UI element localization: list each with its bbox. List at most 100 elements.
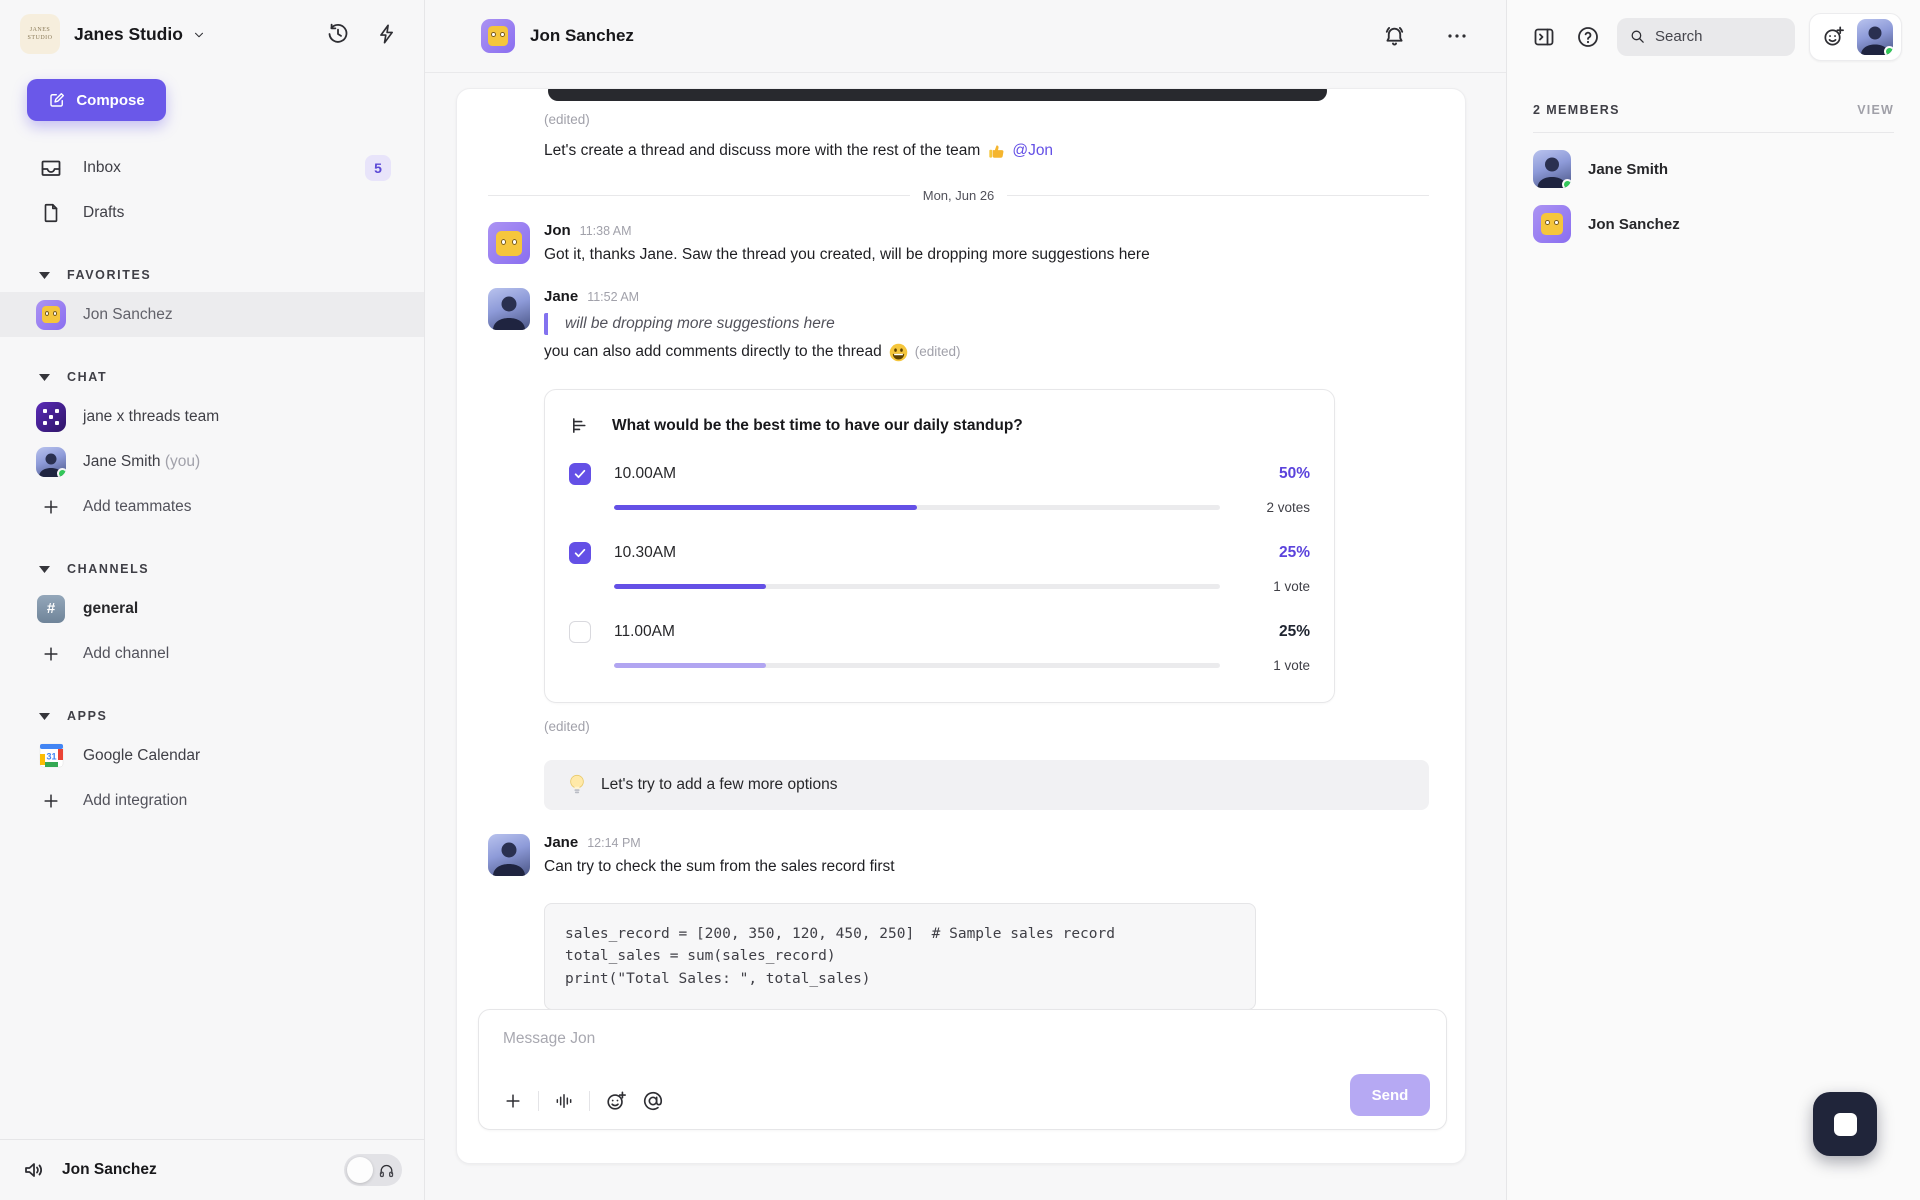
help-icon[interactable] — [1573, 22, 1603, 52]
right-panel-toolbar — [1507, 0, 1920, 73]
conversation-title: Jon Sanchez — [530, 26, 634, 45]
emoji-picker-icon[interactable] — [605, 1090, 627, 1112]
inbox-unread-badge: 5 — [365, 154, 391, 181]
quoted-reply[interactable]: will be dropping more suggestions here — [544, 312, 1429, 335]
plus-icon — [36, 644, 66, 664]
add-integration-button[interactable]: Add integration — [0, 778, 424, 823]
sidebar-item-jane-smith[interactable]: Jane Smith (you) — [0, 439, 424, 484]
member-name: Jon Sanchez — [1588, 215, 1680, 233]
emoji-status-icon[interactable] — [1822, 25, 1845, 48]
poll-checkbox-checked[interactable] — [569, 542, 591, 565]
poll-option-1: 10.00AM 50% 2 votes — [569, 463, 1310, 515]
current-user-avatar[interactable] — [1857, 18, 1893, 55]
add-teammates-label: Add teammates — [83, 497, 192, 515]
poll-option-votes: 1 vote — [1273, 579, 1310, 595]
add-teammates-button[interactable]: Add teammates — [0, 484, 424, 529]
attach-plus-icon[interactable] — [503, 1091, 523, 1111]
right-panel: 2 MEMBERS VIEW Jane Smith Jon Sanchez — [1506, 0, 1920, 1200]
section-channels-title: CHANNELS — [67, 562, 150, 576]
section-apps[interactable]: APPS — [0, 709, 424, 723]
message-list[interactable]: (edited) Let's create a thread and discu… — [457, 89, 1465, 1163]
notifications-bell-icon[interactable] — [1378, 20, 1411, 53]
poll-option-label: 10.30AM — [614, 544, 677, 562]
section-channels[interactable]: CHANNELS — [0, 562, 424, 576]
hash-icon: # — [37, 594, 65, 623]
poll-checkbox-checked[interactable] — [569, 463, 591, 486]
lightning-icon[interactable] — [372, 19, 402, 49]
online-status-dot — [1884, 45, 1893, 55]
poll-option-percent: 25% — [1278, 544, 1310, 562]
online-status-dot — [57, 467, 66, 477]
author-name[interactable]: Jane — [544, 834, 579, 852]
search-box[interactable] — [1617, 17, 1795, 56]
sidebar-item-drafts[interactable]: Drafts — [0, 190, 424, 235]
message-time: 11:52 AM — [587, 289, 640, 304]
drafts-icon — [36, 202, 66, 224]
mention-at-icon[interactable] — [642, 1090, 664, 1112]
add-channel-button[interactable]: Add channel — [0, 631, 424, 676]
section-collapse-icon — [39, 712, 50, 720]
author-name[interactable]: Jane — [544, 287, 579, 305]
divider — [1533, 132, 1894, 133]
plus-icon — [36, 791, 66, 811]
collapse-panel-icon[interactable] — [1529, 22, 1559, 52]
stop-recording-button[interactable] — [1813, 1092, 1877, 1156]
members-count-label: 2 MEMBERS — [1533, 103, 1620, 117]
view-members-link[interactable]: VIEW — [1857, 103, 1894, 117]
chat-panel: (edited) Let's create a thread and discu… — [456, 88, 1466, 1164]
section-chat[interactable]: CHAT — [0, 370, 424, 384]
conversation-avatar[interactable] — [481, 19, 515, 53]
member-jon-sanchez[interactable]: Jon Sanchez — [1533, 205, 1894, 243]
drafts-label: Drafts — [83, 203, 125, 221]
jon-avatar[interactable] — [488, 222, 530, 265]
workspace-logo[interactable]: JANES STUDIO — [20, 14, 60, 54]
audio-record-icon[interactable] — [554, 1091, 574, 1111]
mention-link[interactable]: @Jon — [1012, 142, 1054, 159]
jane-avatar[interactable] — [488, 287, 530, 330]
conversation-header: Jon Sanchez — [425, 0, 1506, 73]
author-name[interactable]: Jon — [544, 222, 571, 240]
chevron-down-icon[interactable] — [192, 28, 206, 42]
more-options-icon[interactable] — [1441, 20, 1473, 52]
add-integration-label: Add integration — [83, 791, 188, 809]
clipped-scrolled-element — [548, 89, 1327, 101]
poll-progress-bar — [614, 663, 1220, 669]
jon-avatar — [36, 299, 66, 330]
sidebar-item-threads-team[interactable]: jane x threads team — [0, 394, 424, 439]
speaker-icon[interactable] — [22, 1158, 46, 1182]
section-favorites-title: FAVORITES — [67, 268, 152, 282]
sidebar-item-google-calendar[interactable]: 31 Google Calendar — [0, 733, 424, 778]
stop-icon — [1833, 1112, 1857, 1136]
section-apps-title: APPS — [67, 709, 108, 723]
code-block[interactable]: sales_record = [200, 350, 120, 450, 250]… — [544, 902, 1256, 1011]
sidebar-item-jon-sanchez[interactable]: Jon Sanchez — [0, 292, 424, 337]
sidebar-item-inbox[interactable]: Inbox 5 — [0, 145, 424, 190]
jane-avatar[interactable] — [488, 834, 530, 877]
sidebar-item-general[interactable]: # general — [0, 586, 424, 631]
jane-avatar — [1533, 150, 1571, 188]
history-icon[interactable] — [322, 18, 354, 50]
jane-smith-label: Jane Smith (you) — [83, 452, 201, 470]
message-input[interactable] — [503, 1030, 1103, 1048]
message-jane: Jane 11:52 AM will be dropping more sugg… — [488, 287, 1429, 811]
message-text: you can also add comments directly to th… — [544, 341, 1429, 363]
google-calendar-label: Google Calendar — [83, 746, 201, 764]
account-pill — [1809, 12, 1902, 61]
section-collapse-icon — [39, 565, 50, 573]
footer-user-name: Jon Sanchez — [62, 1161, 157, 1178]
compose-button[interactable]: Compose — [27, 79, 166, 121]
headphones-toggle[interactable] — [344, 1154, 402, 1186]
poll-checkbox-unchecked[interactable] — [569, 621, 591, 644]
headphones-icon — [378, 1162, 395, 1179]
message-time: 12:14 PM — [587, 836, 641, 851]
search-input[interactable] — [1655, 28, 1755, 45]
send-button[interactable]: Send — [1350, 1074, 1430, 1116]
workspace-name[interactable]: Janes Studio — [74, 23, 183, 44]
lightbulb-emoji — [568, 774, 586, 796]
toggle-knob — [347, 1157, 373, 1183]
compose-label: Compose — [76, 91, 145, 109]
poll-icon — [569, 415, 590, 436]
section-favorites[interactable]: FAVORITES — [0, 268, 424, 282]
member-jane-smith[interactable]: Jane Smith — [1533, 150, 1894, 188]
poll-card: What would be the best time to have our … — [544, 389, 1335, 704]
